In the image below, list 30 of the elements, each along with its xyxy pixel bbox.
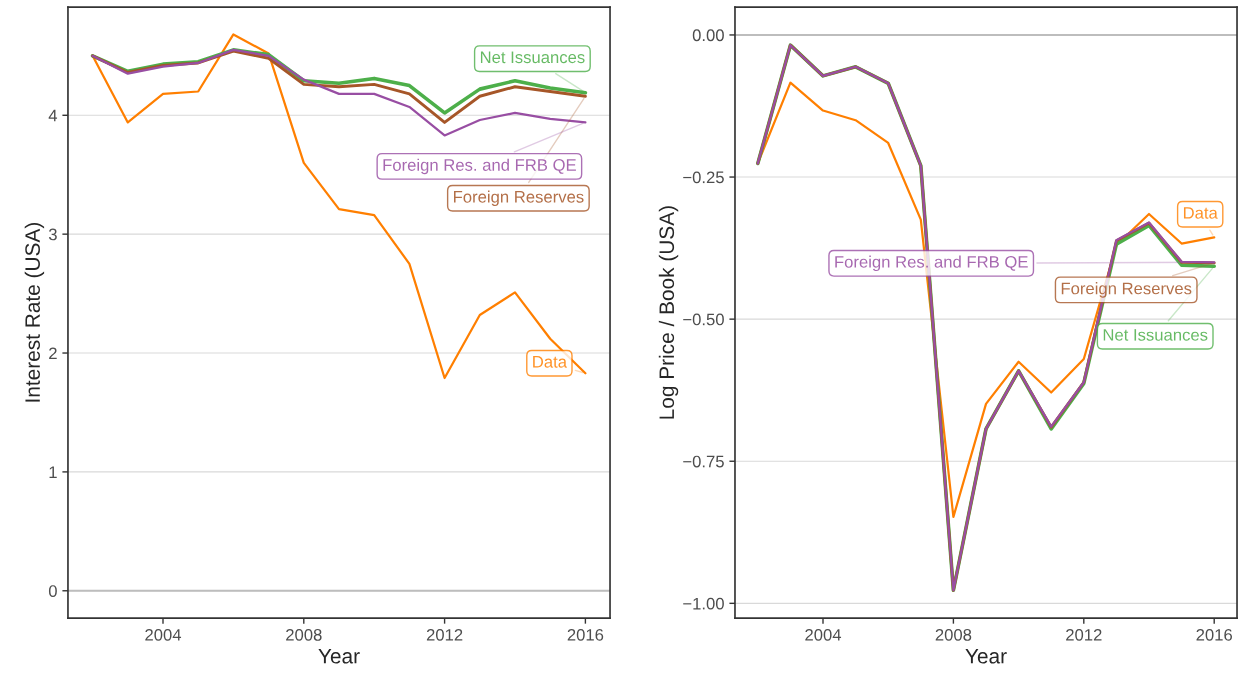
y-tick-label: 1 (49, 466, 57, 478)
x-tick-label: 2012 (426, 628, 463, 641)
series-label: Foreign Res. and FRB QE (835, 255, 1028, 272)
text: Foreign Reserves (454, 190, 584, 207)
y-tick-label: −0.25 (683, 171, 724, 184)
series-label: Data (1183, 207, 1218, 219)
series-label: Net Issuances (1103, 329, 1208, 341)
x-tick-label: 2008 (286, 628, 322, 641)
x-tick-label: 2004 (145, 628, 182, 641)
y-tick-label: 4 (48, 109, 58, 122)
y-axis-title: Log Price / Book (USA) (658, 206, 679, 419)
x-axis-title: Year (965, 649, 1007, 664)
y-tick-label: 0.00 (692, 29, 724, 42)
y-axis-title: Interest Rate (USA) (24, 223, 45, 402)
x-tick-label: 2012 (1066, 628, 1102, 641)
y-tick-label: 0 (48, 585, 57, 597)
y-tick-label: −1.00 (683, 597, 724, 610)
text: Foreign Res. and FRB QE (383, 158, 576, 175)
legend-label: Foreign Reserves (1061, 282, 1192, 298)
y-tick-label: 2 (49, 347, 57, 360)
x-axis-title: Year (318, 649, 360, 664)
x-tick-label: 2016 (567, 628, 604, 641)
y-tick-label: 3 (48, 228, 57, 241)
series-label: Net Issuances (480, 51, 585, 64)
x-tick-label: 2008 (935, 628, 972, 641)
x-tick-label: 2016 (1196, 628, 1233, 641)
y-tick-label: −0.50 (683, 313, 724, 326)
legend-label: Data (533, 356, 567, 368)
x-tick-label: 2004 (805, 628, 842, 641)
y-tick-label: −0.75 (683, 455, 724, 468)
